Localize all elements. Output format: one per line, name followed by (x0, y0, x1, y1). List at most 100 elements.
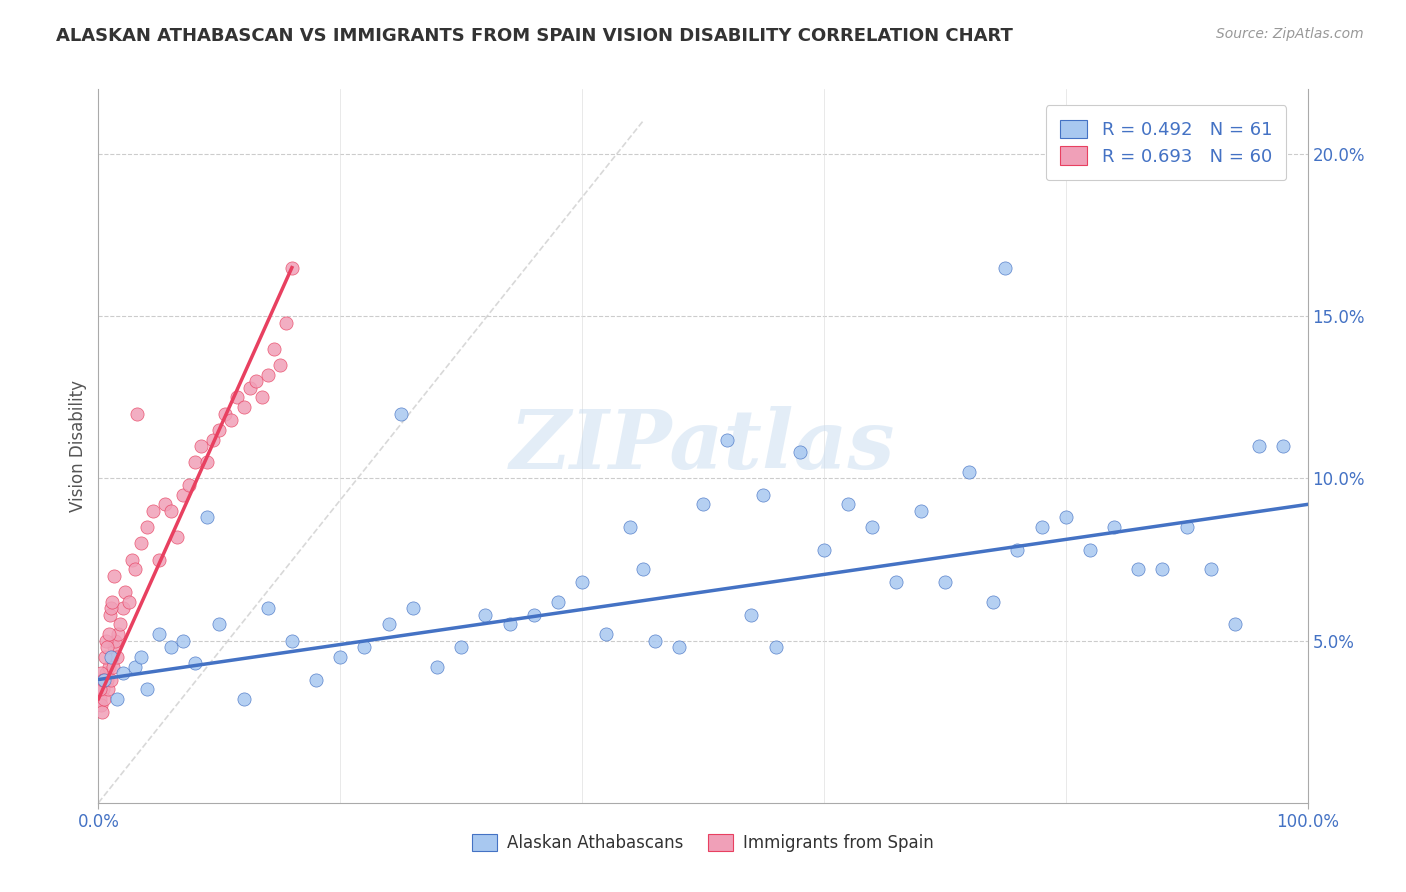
Point (101, 595, 124, 609)
Point (104, 633, 127, 648)
Point (100, 649, 122, 664)
Point (474, 607, 496, 622)
Point (100, 649, 122, 664)
Point (108, 617, 131, 632)
Point (214, 407, 236, 421)
Point (250, 390, 273, 404)
Point (450, 640, 472, 654)
Point (179, 478, 201, 492)
Point (740, 607, 762, 622)
Point (172, 633, 194, 648)
Point (426, 659, 449, 673)
Point (256, 601, 278, 615)
Point (98, 659, 121, 673)
Point (111, 666, 134, 681)
Point (498, 617, 520, 632)
Point (118, 595, 141, 609)
Point (619, 520, 641, 534)
Point (195, 510, 218, 524)
Point (160, 640, 183, 654)
Point (789, 445, 811, 459)
Point (1007, 542, 1029, 557)
Point (96, 633, 118, 648)
Point (1175, 520, 1198, 534)
Point (860, 520, 883, 534)
Point (765, 640, 787, 654)
Point (103, 640, 125, 654)
Point (752, 488, 775, 502)
Y-axis label: Vision Disability: Vision Disability (69, 380, 87, 512)
Point (934, 575, 956, 590)
Point (97, 682, 120, 697)
Point (96, 640, 118, 654)
Point (523, 607, 546, 622)
Point (93, 673, 115, 687)
Point (1152, 562, 1174, 576)
Point (910, 504, 932, 518)
Point (148, 627, 170, 641)
Point (100, 673, 122, 687)
Point (103, 568, 125, 582)
Point (571, 575, 593, 590)
Point (184, 657, 207, 671)
Point (389, 407, 412, 421)
Point (329, 649, 352, 664)
Point (353, 640, 375, 654)
Point (274, 316, 297, 330)
Point (111, 601, 134, 615)
Text: ALASKAN ATHABASCAN VS IMMIGRANTS FROM SPAIN VISION DISABILITY CORRELATION CHART: ALASKAN ATHABASCAN VS IMMIGRANTS FROM SP… (56, 27, 1014, 45)
Point (232, 692, 254, 706)
Point (190, 439, 212, 453)
Point (124, 562, 146, 576)
Point (114, 585, 136, 599)
Point (547, 595, 569, 609)
Point (101, 659, 124, 673)
Point (692, 497, 714, 511)
Point (716, 433, 738, 447)
Point (668, 640, 690, 654)
Point (105, 692, 128, 706)
Point (148, 552, 170, 566)
Point (127, 407, 149, 421)
Point (281, 633, 304, 648)
Point (208, 617, 231, 632)
Point (1272, 439, 1295, 453)
Point (90, 698, 112, 713)
Point (124, 659, 146, 673)
Point (202, 433, 225, 447)
Point (1128, 562, 1150, 576)
Point (1054, 510, 1077, 524)
Point (89, 682, 111, 697)
Point (172, 488, 194, 502)
Point (305, 673, 328, 687)
Point (631, 562, 654, 576)
Point (981, 595, 1004, 609)
Point (957, 465, 980, 479)
Point (208, 423, 231, 437)
Point (166, 530, 188, 544)
Point (135, 682, 157, 697)
Point (96, 673, 118, 687)
Point (91, 673, 114, 687)
Point (195, 455, 218, 469)
Point (245, 374, 267, 388)
Point (91, 682, 114, 697)
Point (135, 520, 157, 534)
Point (1078, 542, 1101, 557)
Point (129, 649, 152, 664)
Point (1249, 439, 1271, 453)
Point (1031, 520, 1053, 534)
Point (90, 666, 112, 681)
Legend: Alaskan Athabascans, Immigrants from Spain: Alaskan Athabascans, Immigrants from Spa… (465, 827, 941, 859)
Point (226, 390, 249, 404)
Point (837, 497, 859, 511)
Point (98, 607, 121, 622)
Point (644, 633, 666, 648)
Point (1223, 617, 1246, 632)
Text: ZIPatlas: ZIPatlas (510, 406, 896, 486)
Point (221, 413, 243, 427)
Point (97, 627, 120, 641)
Point (281, 260, 304, 275)
Point (94, 649, 117, 664)
Point (89, 692, 111, 706)
